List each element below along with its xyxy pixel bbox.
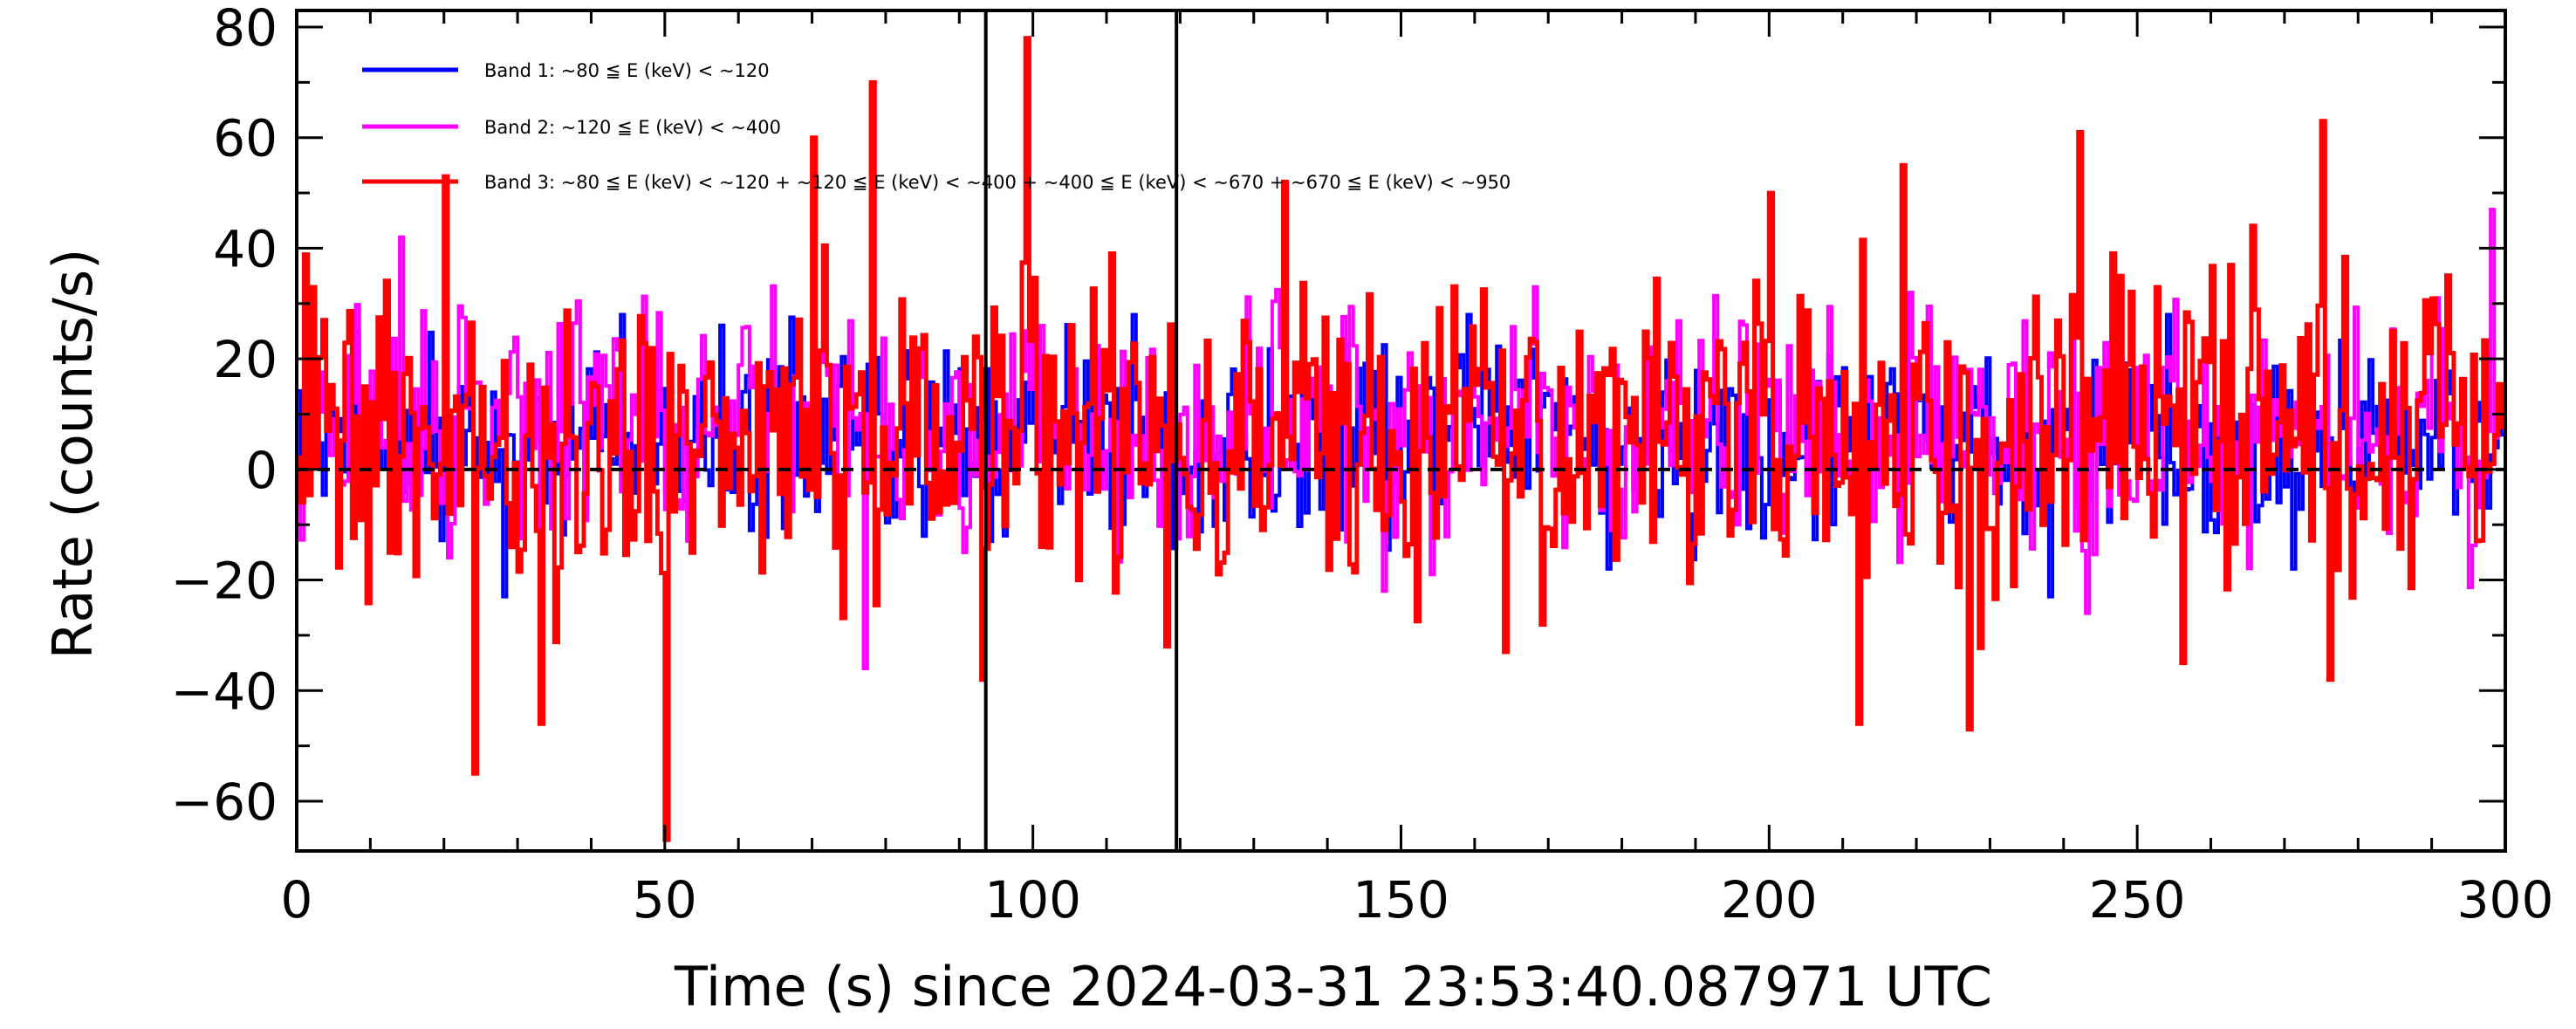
y-axis-label: Rate (counts/s) (41, 249, 105, 660)
legend-label-1: Band 1: ~80 ≦ E (keV) < ~120 (484, 60, 770, 81)
y-tick-label: −20 (171, 552, 277, 611)
legend-label-2: Band 2: ~120 ≦ E (keV) < ~400 (484, 117, 781, 138)
series-3-line (297, 36, 2505, 842)
y-tick-label: 0 (245, 441, 277, 500)
x-tick-label: 300 (2457, 870, 2554, 930)
x-tick-label: 0 (281, 870, 313, 930)
y-tick-label: −60 (171, 772, 277, 832)
y-tick-label: −40 (171, 662, 277, 721)
legend: Band 1: ~80 ≦ E (keV) < ~120 Band 2: ~120… (362, 60, 1511, 193)
y-tick-label: 80 (213, 0, 277, 58)
y-tick-label: 60 (213, 109, 277, 168)
data-layer (297, 36, 2505, 842)
x-tick-label: 100 (984, 870, 1081, 930)
x-tick-label: 150 (1353, 870, 1449, 930)
reference-layer (297, 10, 2505, 851)
y-tick-label: 20 (213, 330, 277, 389)
legend-label-3: Band 3: ~80 ≦ E (keV) < ~120 + ~120 ≦ E … (484, 172, 1511, 193)
y-tick-label: 40 (213, 219, 277, 278)
x-tick-label: 200 (1721, 870, 1818, 930)
x-axis-label: Time (s) since 2024-03-31 23:53:40.08797… (674, 955, 1992, 1019)
axes: 0 50 100 150 200 250 300 −60 −40 −20 0 20 40 60 80 (171, 0, 2554, 930)
x-tick-label: 250 (2089, 870, 2186, 930)
x-tick-label: 50 (633, 870, 697, 930)
